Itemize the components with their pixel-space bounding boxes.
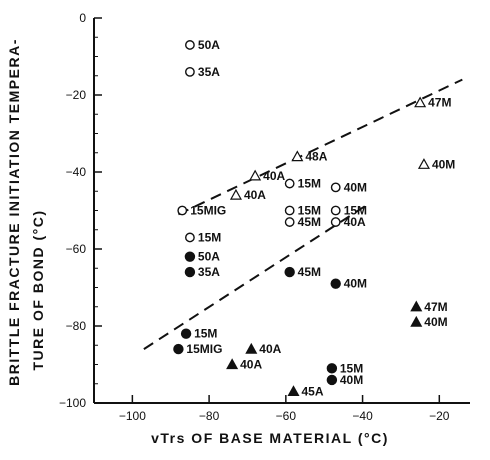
data-label: 45M bbox=[298, 215, 321, 229]
data-point bbox=[177, 205, 188, 216]
x-tick-label: −20 bbox=[429, 409, 450, 423]
data-point bbox=[180, 328, 192, 339]
data-label: 40A bbox=[240, 358, 262, 372]
x-tick-label: −100 bbox=[119, 409, 146, 423]
data-label: 40A bbox=[263, 169, 285, 183]
data-points bbox=[173, 40, 430, 397]
data-label: 35A bbox=[198, 265, 220, 279]
data-point bbox=[330, 205, 341, 216]
y-tick-label: −80 bbox=[66, 319, 87, 333]
data-label: 15M bbox=[344, 204, 367, 218]
data-point bbox=[417, 158, 430, 169]
data-label: 15M bbox=[298, 204, 321, 218]
data-point bbox=[249, 169, 262, 181]
data-point bbox=[284, 217, 295, 227]
x-axis-title: vTrs OF BASE MATERIAL (°C) bbox=[151, 430, 389, 446]
y-tick-label: −60 bbox=[66, 242, 87, 256]
data-label: 15MIG bbox=[190, 204, 226, 218]
data-label: 15M bbox=[298, 177, 321, 191]
data-point bbox=[284, 178, 295, 189]
x-tick-label: −60 bbox=[276, 409, 297, 423]
data-label: 15M bbox=[340, 361, 363, 375]
data-label: 15M bbox=[194, 327, 217, 341]
data-point bbox=[414, 96, 427, 108]
bound-lines bbox=[143, 78, 463, 350]
data-point bbox=[330, 182, 341, 193]
data-point bbox=[330, 217, 341, 227]
data-label: 50A bbox=[198, 38, 220, 52]
data-label: 47M bbox=[424, 300, 447, 314]
data-label: 15M bbox=[198, 230, 221, 244]
data-label: 40M bbox=[424, 315, 447, 329]
x-tick-label: −40 bbox=[352, 409, 373, 423]
data-point bbox=[284, 266, 295, 278]
y-tick-label: −40 bbox=[66, 165, 87, 179]
data-point bbox=[245, 342, 258, 354]
axes: 0 −20 −40 −60 −80 −100 −100 −80 −60 −40 −20 bbox=[59, 11, 470, 423]
dashed-bound-line bbox=[177, 78, 463, 216]
data-point bbox=[410, 315, 423, 327]
data-point bbox=[185, 232, 195, 243]
data-point bbox=[326, 374, 338, 386]
data-label: 15MIG bbox=[186, 342, 222, 356]
data-point bbox=[185, 67, 195, 77]
data-point bbox=[173, 343, 184, 355]
data-label: 40M bbox=[344, 180, 367, 194]
data-point bbox=[284, 205, 295, 216]
data-label: 45M bbox=[298, 265, 321, 279]
data-point bbox=[291, 150, 304, 162]
y-tick-label: −20 bbox=[66, 88, 87, 102]
data-label: 47M bbox=[428, 96, 451, 110]
y-tick-label: 0 bbox=[79, 11, 86, 25]
x-tick-label: −80 bbox=[199, 409, 220, 423]
data-label: 35A bbox=[198, 65, 220, 79]
data-point bbox=[185, 40, 195, 50]
data-point bbox=[229, 188, 242, 200]
data-label: 45A bbox=[302, 384, 324, 398]
data-point bbox=[330, 278, 341, 289]
data-point bbox=[410, 300, 423, 312]
dashed-bound-line bbox=[143, 201, 371, 350]
data-label: 40A bbox=[259, 342, 281, 356]
data-label: 40M bbox=[344, 277, 367, 291]
data-label: 40M bbox=[432, 157, 455, 171]
data-point bbox=[287, 385, 300, 397]
data-label: 40A bbox=[344, 215, 366, 229]
data-label: 40M bbox=[340, 373, 363, 387]
data-label: 50A bbox=[198, 250, 220, 264]
data-point bbox=[226, 358, 239, 370]
data-point bbox=[184, 266, 196, 278]
data-point bbox=[326, 363, 338, 374]
data-point bbox=[184, 251, 196, 262]
data-label: 48A bbox=[305, 150, 327, 164]
y-tick-label: −100 bbox=[59, 396, 86, 410]
data-label: 40A bbox=[244, 188, 266, 202]
